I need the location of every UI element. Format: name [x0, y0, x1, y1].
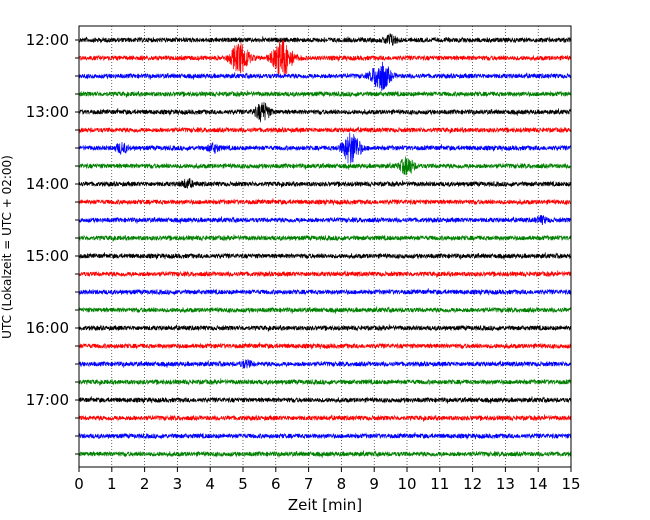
x-tick-label: 14 [529, 475, 548, 493]
y-tick-label: 15:00 [26, 247, 69, 265]
trace-row-1300 [78, 101, 572, 123]
trace-row-1245 [78, 90, 572, 98]
y-axis-ticks: 12:00 13:00 14:00 15:00 16:00 17:00 [26, 31, 79, 455]
x-axis-ticks: 0 1 2 3 4 5 6 7 8 9 10 11 12 13 14 15 [74, 467, 581, 493]
trace-row-1745 [78, 450, 572, 458]
x-tick-label: 6 [271, 475, 281, 493]
x-tick-label: 8 [337, 475, 347, 493]
y-tick-label: 12:00 [26, 31, 69, 49]
trace-row-1545 [78, 306, 572, 314]
trace-row-1515 [78, 270, 572, 278]
trace-row-1415 [78, 198, 572, 206]
trace-row-1615 [78, 342, 572, 350]
x-tick-label: 7 [304, 475, 314, 493]
y-tick-label: 16:00 [26, 319, 69, 337]
y-tick-label: 13:00 [26, 103, 69, 121]
x-tick-label: 11 [430, 475, 449, 493]
trace-row-1345 [78, 156, 572, 176]
y-tick-label: 14:00 [26, 175, 69, 193]
trace-row-1600 [78, 324, 572, 332]
plot-frame [78, 25, 572, 468]
trace-row-1630 [78, 359, 572, 369]
trace-row-1215 [78, 39, 572, 76]
trace-row-1400 [78, 178, 572, 189]
trace-row-1715 [78, 414, 572, 422]
x-tick-label: 13 [496, 475, 515, 493]
trace-row-1200 [78, 33, 572, 46]
x-tick-label: 10 [397, 475, 416, 493]
x-tick-label: 1 [107, 475, 117, 493]
trace-row-1445 [78, 234, 572, 242]
trace-row-1315 [78, 126, 572, 134]
x-tick-label: 2 [140, 475, 150, 493]
x-axis-label: Zeit [min] [288, 496, 362, 514]
trace-row-1330 [78, 132, 572, 164]
trace-row-1530 [78, 288, 572, 296]
x-tick-label: 9 [369, 475, 379, 493]
x-tick-label: 0 [74, 475, 84, 493]
x-tick-label: 3 [173, 475, 183, 493]
x-tick-label: 12 [463, 475, 482, 493]
trace-row-1645 [78, 378, 572, 386]
x-tick-label: 5 [238, 475, 248, 493]
trace-row-1700 [78, 396, 572, 404]
trace-row-1500 [78, 252, 572, 260]
x-tick-label: 15 [561, 475, 580, 493]
trace-row-1730 [78, 432, 572, 440]
y-tick-label: 17:00 [26, 391, 69, 409]
trace-layer [78, 33, 572, 458]
trace-row-1430 [78, 215, 572, 225]
x-tick-label: 4 [205, 475, 215, 493]
y-axis-label: UTC (Lokalzeit = UTC + 02:00) [0, 155, 14, 339]
trace-row-1230 [78, 61, 572, 91]
